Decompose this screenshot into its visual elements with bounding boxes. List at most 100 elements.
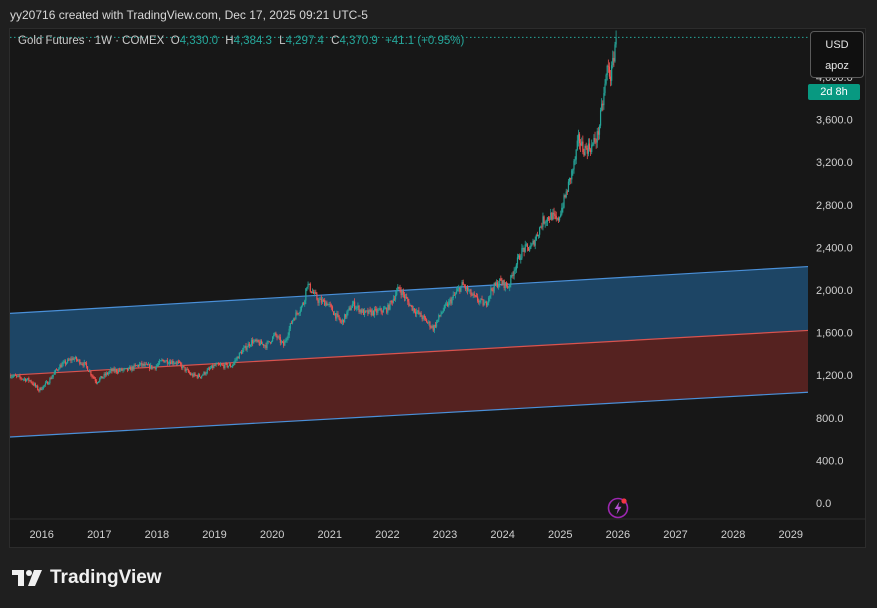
candle-body xyxy=(116,371,119,373)
candle-body xyxy=(24,378,27,382)
candle-body xyxy=(55,369,58,371)
candle-body xyxy=(157,363,160,365)
candle-body xyxy=(208,368,211,370)
candle-body xyxy=(471,295,473,296)
candle-body xyxy=(47,381,49,385)
price-tick-label: 3,600.0 xyxy=(816,115,853,127)
candle-body xyxy=(216,363,218,365)
candle-body xyxy=(58,369,60,370)
candle-body xyxy=(442,310,444,313)
time-tick-label: 2021 xyxy=(318,529,342,541)
candle-body xyxy=(480,298,482,301)
candle-body xyxy=(356,307,358,308)
candle-body xyxy=(401,291,403,296)
candle-body xyxy=(149,364,151,369)
candle-body xyxy=(546,217,548,222)
candle-body xyxy=(258,342,260,346)
candle-body xyxy=(410,305,412,306)
candle-body xyxy=(328,303,330,305)
candle-body xyxy=(445,303,448,305)
time-tick-label: 2025 xyxy=(548,529,572,541)
candle-body xyxy=(40,387,42,390)
candle-body xyxy=(530,245,532,249)
candle-body xyxy=(274,332,276,336)
price-axis[interactable]: 0.0 400.0 800.0 1,200.0 1,600.0 2,000.0 2,400.… xyxy=(816,72,853,510)
candle-body xyxy=(105,372,107,376)
candle-body xyxy=(150,365,152,369)
time-tick-label: 2022 xyxy=(375,529,399,541)
candle-body xyxy=(280,341,283,343)
candle-body xyxy=(95,381,98,384)
candle-body xyxy=(127,367,130,371)
low-value: 4,297.4 xyxy=(285,35,324,47)
candle-body xyxy=(131,366,133,371)
candle-body xyxy=(232,364,234,367)
candle-body xyxy=(147,364,150,366)
candle-body xyxy=(197,374,199,378)
lightning-icon[interactable] xyxy=(607,497,629,519)
candle-body xyxy=(224,363,226,368)
candle-body xyxy=(369,309,371,311)
candle-body xyxy=(167,363,170,365)
candle-body xyxy=(370,310,372,316)
candle-body xyxy=(183,365,185,367)
candle-body xyxy=(561,207,563,215)
candle-body xyxy=(587,143,589,154)
candle-body xyxy=(567,181,570,192)
candle-body xyxy=(60,365,62,368)
candle-body xyxy=(529,248,531,251)
candle-body xyxy=(269,342,271,343)
candle-body xyxy=(543,216,545,224)
candle-body xyxy=(500,278,502,281)
time-tick-label: 2023 xyxy=(433,529,457,541)
candle-body xyxy=(26,379,28,382)
candle-body xyxy=(199,376,202,378)
time-axis[interactable]: 2016 2017 2018 2019 2020 2021 2022 2023 2024 2025… xyxy=(29,529,803,541)
currency-unit-selector[interactable]: USD apoz xyxy=(810,31,864,78)
candle-body xyxy=(444,304,447,306)
price-chart[interactable]: 0.0 400.0 800.0 1,200.0 1,600.0 2,000.0 2,400.… xyxy=(10,29,866,548)
tradingview-logo[interactable]: TradingView xyxy=(12,567,162,589)
candle-body xyxy=(367,310,369,314)
candle-body xyxy=(207,368,209,370)
candle-body xyxy=(59,365,61,370)
candle-body xyxy=(416,311,418,314)
candle-body xyxy=(295,312,297,320)
candle-body xyxy=(404,296,407,298)
candle-body xyxy=(146,364,148,366)
candle-body xyxy=(80,363,82,365)
candle-body xyxy=(132,366,134,370)
candle-body xyxy=(173,363,175,365)
candle-body xyxy=(10,375,11,378)
candle-body xyxy=(453,294,455,296)
candle-body xyxy=(86,366,89,371)
candle-body xyxy=(85,362,88,367)
candle-body xyxy=(136,365,139,366)
candle-body xyxy=(335,313,337,319)
chart-panel[interactable]: 0.0 400.0 800.0 1,200.0 1,600.0 2,000.0 2,400.… xyxy=(9,28,866,548)
candle-body xyxy=(558,216,561,221)
candle-body xyxy=(176,361,178,364)
candle-body xyxy=(193,373,195,377)
candle-body xyxy=(603,93,605,106)
candle-body xyxy=(494,283,496,286)
candle-body xyxy=(321,299,324,303)
candle-body xyxy=(297,313,299,315)
time-tick-label: 2020 xyxy=(260,529,284,541)
candle-body xyxy=(392,298,394,303)
price-tick-label: 1,200.0 xyxy=(816,370,853,382)
candle-body xyxy=(491,288,493,290)
candle-body xyxy=(521,248,523,259)
candle-body xyxy=(158,360,161,364)
time-tick-label: 2029 xyxy=(778,529,802,541)
candle-body xyxy=(584,145,586,156)
candle-body xyxy=(129,366,131,368)
candle-body xyxy=(460,285,462,292)
candle-body xyxy=(361,309,363,313)
candle-body xyxy=(365,310,367,312)
candle-body xyxy=(91,375,93,377)
candle-body xyxy=(459,288,461,292)
candle-body xyxy=(360,309,362,313)
candle-body xyxy=(539,227,541,235)
candle-body xyxy=(305,288,307,301)
